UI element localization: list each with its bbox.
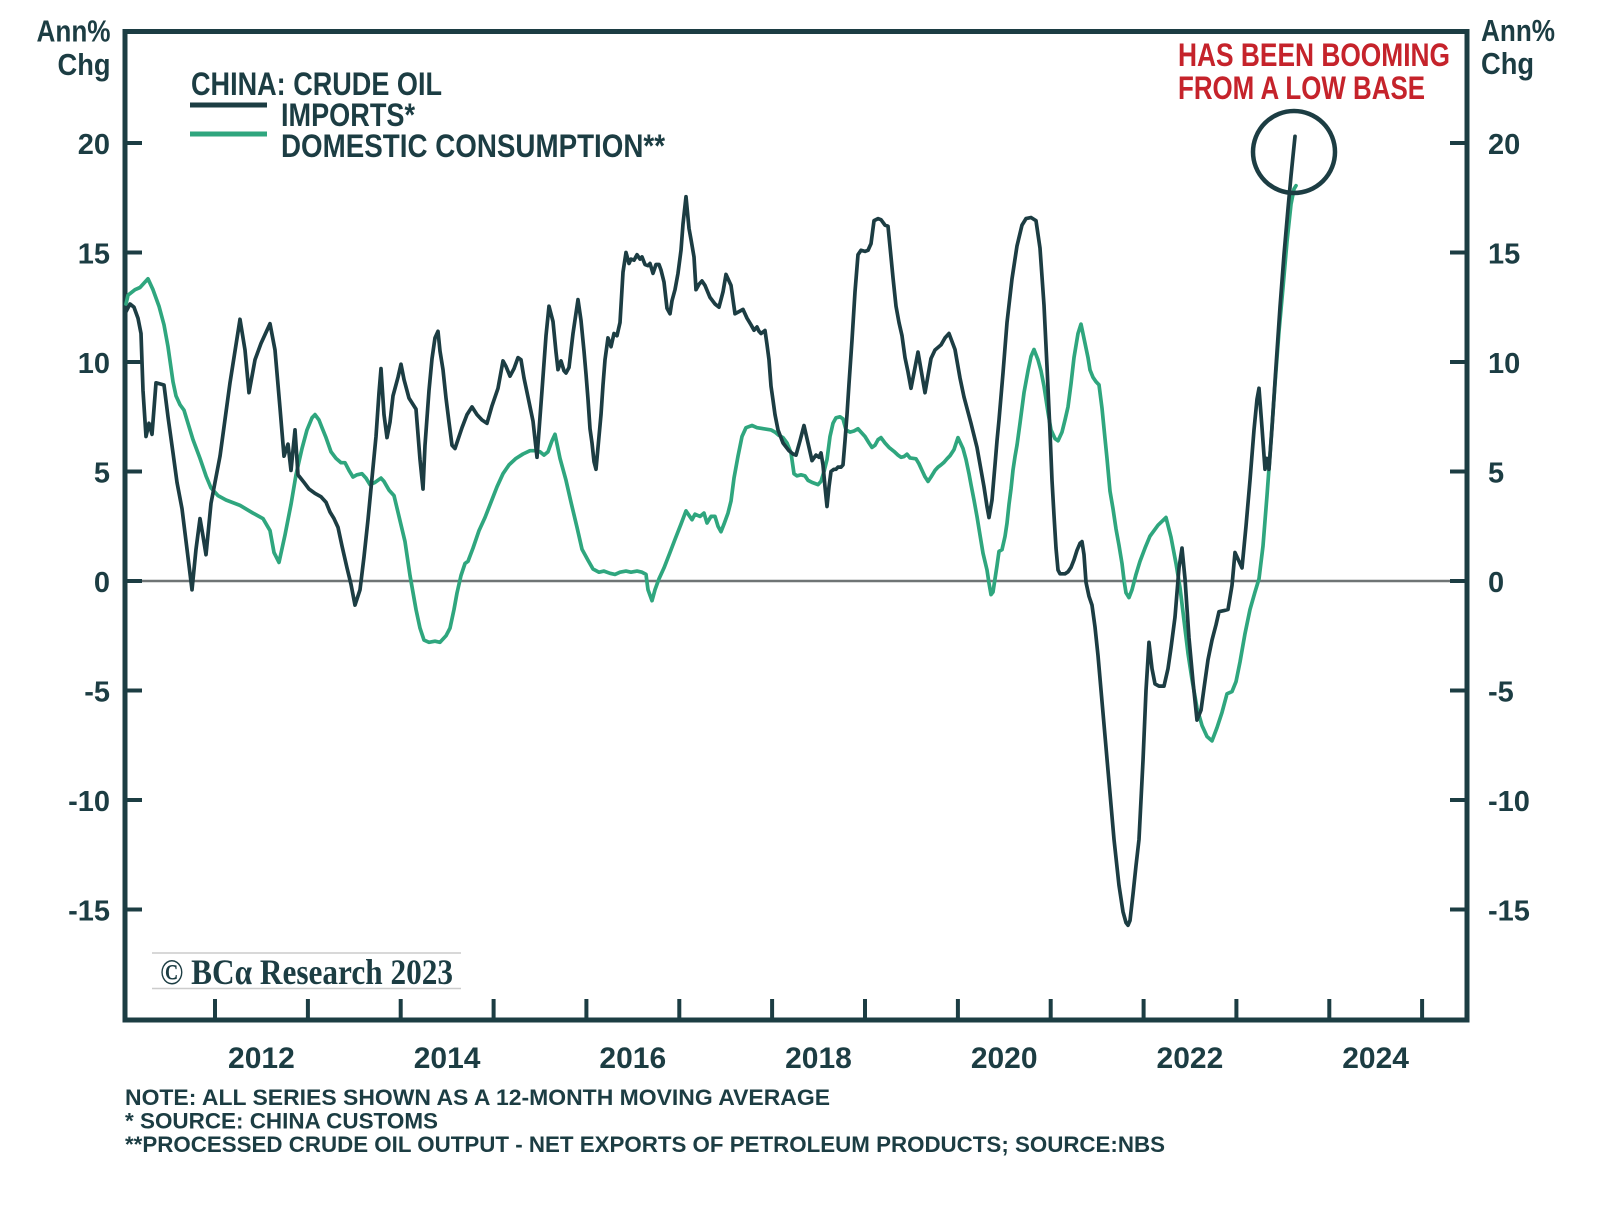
svg-text:Ann%: Ann% <box>37 14 111 49</box>
svg-text:Chg: Chg <box>58 47 111 82</box>
svg-text:DOMESTIC CONSUMPTION**: DOMESTIC CONSUMPTION** <box>281 128 665 164</box>
svg-text:15: 15 <box>78 239 110 271</box>
svg-text:-15: -15 <box>1488 896 1530 928</box>
svg-text:Ann%: Ann% <box>1481 13 1555 48</box>
svg-text:NOTE: ALL SERIES SHOWN AS A 12: NOTE: ALL SERIES SHOWN AS A 12-MONTH MOV… <box>125 1085 830 1110</box>
svg-text:-5: -5 <box>1488 677 1514 709</box>
svg-text:© BCα Research 2023: © BCα Research 2023 <box>160 952 453 992</box>
svg-text:20: 20 <box>1488 129 1520 161</box>
svg-text:* SOURCE: CHINA CUSTOMS: * SOURCE: CHINA CUSTOMS <box>125 1109 438 1134</box>
svg-text:2018: 2018 <box>785 1042 852 1075</box>
svg-text:2020: 2020 <box>971 1042 1038 1075</box>
svg-text:**PROCESSED CRUDE OIL OUTPUT -: **PROCESSED CRUDE OIL OUTPUT - NET EXPOR… <box>125 1132 1165 1157</box>
svg-text:-5: -5 <box>84 677 110 709</box>
svg-text:10: 10 <box>1488 348 1520 380</box>
svg-text:5: 5 <box>1488 458 1504 490</box>
svg-text:FROM A LOW BASE: FROM A LOW BASE <box>1178 70 1425 106</box>
svg-text:2012: 2012 <box>228 1042 295 1075</box>
svg-text:IMPORTS*: IMPORTS* <box>281 97 415 133</box>
svg-text:Chg: Chg <box>1481 46 1534 81</box>
svg-text:2016: 2016 <box>599 1042 666 1075</box>
svg-text:-10: -10 <box>1488 786 1530 818</box>
svg-text:HAS BEEN BOOMING: HAS BEEN BOOMING <box>1178 37 1450 73</box>
svg-text:2014: 2014 <box>414 1042 481 1075</box>
svg-text:CHINA: CRUDE OIL: CHINA: CRUDE OIL <box>191 66 442 102</box>
svg-text:2022: 2022 <box>1157 1042 1224 1075</box>
svg-text:-15: -15 <box>68 896 110 928</box>
svg-text:10: 10 <box>78 348 110 380</box>
svg-text:0: 0 <box>94 567 110 599</box>
svg-text:15: 15 <box>1488 239 1520 271</box>
svg-text:20: 20 <box>78 129 110 161</box>
svg-text:0: 0 <box>1488 567 1504 599</box>
svg-text:-10: -10 <box>68 786 110 818</box>
svg-text:5: 5 <box>94 458 110 490</box>
svg-text:2024: 2024 <box>1342 1042 1409 1075</box>
